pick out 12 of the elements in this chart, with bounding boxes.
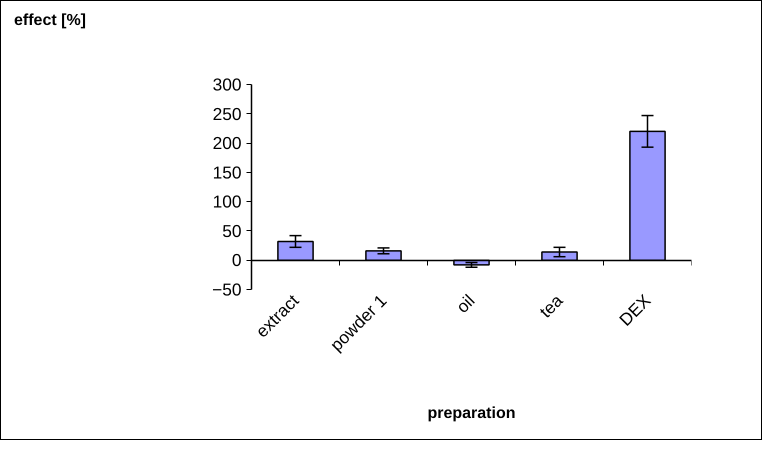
x-axis-title: preparation xyxy=(427,405,516,422)
y-tick-label: 100 xyxy=(212,192,242,212)
y-tick-label: 0 xyxy=(232,250,242,270)
y-tick-label: 250 xyxy=(212,104,242,124)
y-tick-label: 50 xyxy=(222,220,242,241)
x-tick-label: oil xyxy=(452,290,479,317)
y-tick-label: 150 xyxy=(212,162,242,182)
y-tick-label: −50 xyxy=(212,280,242,300)
y-tick-label: 300 xyxy=(212,74,242,94)
text: effect [%] xyxy=(14,11,86,31)
y-tick-label: 200 xyxy=(212,133,242,154)
x-tick-label: tea xyxy=(535,290,567,322)
